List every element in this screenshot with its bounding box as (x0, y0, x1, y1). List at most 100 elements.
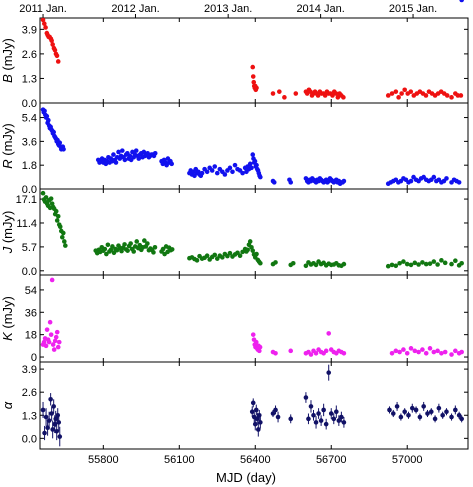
top-tick-label: 2011 Jan. (19, 3, 67, 15)
top-axis: 2011 Jan. 2012 Jan. 2013 Jan. 2014 Jan. 2015… (19, 3, 437, 18)
data-point (385, 93, 391, 98)
data-point (333, 91, 339, 96)
data-point (288, 348, 294, 354)
data-point (408, 89, 414, 94)
data-point (393, 89, 399, 94)
data-point (128, 241, 133, 246)
data-point (420, 347, 425, 352)
data-point (214, 170, 220, 176)
y-axis-title-K: K (mJy) (0, 296, 15, 341)
data-point (394, 404, 400, 409)
data-point (48, 332, 54, 337)
data-point (116, 149, 121, 155)
y-tick-label: 5.7 (22, 242, 37, 254)
data-point (254, 85, 259, 91)
y-axis-variable: α (0, 401, 15, 409)
data-point (212, 164, 218, 169)
data-point (431, 259, 437, 264)
data-point (256, 427, 261, 432)
data-point (328, 411, 334, 416)
data-point (453, 348, 458, 354)
data-point (46, 418, 52, 423)
data-point (399, 91, 404, 96)
data-point (44, 113, 50, 119)
y-tick-label: 1.8 (22, 160, 37, 172)
data-point (428, 409, 434, 415)
data-point (409, 405, 415, 411)
data-point (56, 420, 62, 425)
data-point (408, 346, 414, 351)
data-point (436, 405, 442, 411)
data-point (442, 349, 448, 355)
data-point (323, 421, 329, 427)
data-point (341, 420, 347, 425)
y-tick-label: 36 (25, 307, 37, 319)
data-point (406, 412, 411, 418)
x-axis-title: MJD (day) (216, 470, 276, 485)
data-point (49, 411, 54, 416)
data-series-R (40, 0, 464, 187)
data-point (227, 165, 233, 171)
data-point (145, 241, 150, 246)
data-point (453, 258, 458, 264)
y-tick-label: 17.1 (16, 194, 37, 206)
top-tick-label: 2015 Jan. (389, 3, 437, 15)
data-point (326, 331, 332, 336)
y-tick-label: 0.0 (22, 98, 37, 110)
data-point (423, 261, 429, 267)
y-axis-variable: J (0, 246, 15, 254)
y-tick-label: 3.6 (22, 136, 37, 148)
data-point (456, 412, 462, 418)
data-point (43, 25, 48, 30)
data-point (252, 158, 258, 164)
data-point (258, 260, 263, 266)
data-point (401, 259, 406, 264)
data-point (53, 334, 59, 340)
data-point (315, 93, 321, 98)
y-axis-title-R: R (mJy) (0, 123, 15, 169)
data-point (57, 434, 63, 439)
bottom-axis: 55800 56100 56400 56700 57000 (88, 454, 422, 466)
data-point (459, 0, 464, 3)
data-point (254, 416, 260, 422)
top-tick-label: 2012 Jan. (111, 3, 159, 15)
data-point (420, 260, 425, 265)
panel-J: 0.05.711.417.1J (mJy) (0, 188, 469, 278)
data-point (416, 262, 421, 267)
data-point (306, 416, 311, 422)
data-point (57, 224, 63, 230)
y-tick-label: 3.9 (22, 24, 37, 36)
panels-layer: 0.01.32.63.9B (mJy)0.01.83.65.4R (mJy)0.… (0, 0, 469, 450)
data-point (54, 53, 60, 59)
data-point (431, 349, 437, 355)
data-series-B (40, 17, 464, 100)
x-tick-label: 57000 (392, 454, 423, 466)
data-point (401, 347, 406, 352)
data-point (311, 412, 316, 418)
top-tick-label: 2014 Jan. (296, 3, 344, 15)
data-point (273, 260, 278, 265)
y-tick-label: 0.0 (22, 184, 37, 196)
data-point (449, 352, 454, 357)
data-point (257, 412, 262, 418)
data-point (341, 261, 347, 267)
data-point (282, 95, 287, 100)
data-point (273, 407, 278, 413)
data-point (431, 174, 437, 180)
data-point (50, 427, 55, 432)
data-point (50, 342, 56, 347)
data-point (412, 348, 418, 354)
data-point (122, 242, 127, 247)
data-point (169, 161, 174, 167)
data-point (398, 414, 404, 420)
data-point (258, 174, 263, 180)
data-point (341, 95, 346, 100)
data-point (160, 246, 166, 252)
data-point (331, 416, 337, 422)
data-point (120, 148, 125, 153)
data-point (40, 407, 46, 413)
data-point (53, 416, 59, 422)
data-point (270, 411, 276, 416)
data-point (52, 47, 58, 53)
data-point (397, 349, 402, 355)
